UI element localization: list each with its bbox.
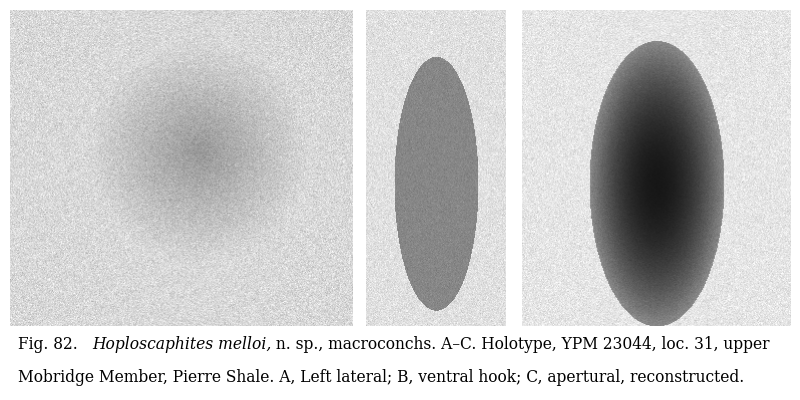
Text: C: C: [528, 292, 542, 310]
Text: Hoploscaphites melloi,: Hoploscaphites melloi,: [92, 336, 271, 353]
Text: Mobridge Member, Pierre Shale. A, Left lateral; B, ventral hook; C, apertural, r: Mobridge Member, Pierre Shale. A, Left l…: [18, 369, 744, 386]
Text: A: A: [16, 292, 29, 310]
Text: n. sp., macroconchs. A–C. Holotype, YPM 23044, loc. 31, upper: n. sp., macroconchs. A–C. Holotype, YPM …: [271, 336, 770, 353]
Text: Fig. 82.: Fig. 82.: [18, 336, 92, 353]
Text: B: B: [373, 292, 386, 310]
